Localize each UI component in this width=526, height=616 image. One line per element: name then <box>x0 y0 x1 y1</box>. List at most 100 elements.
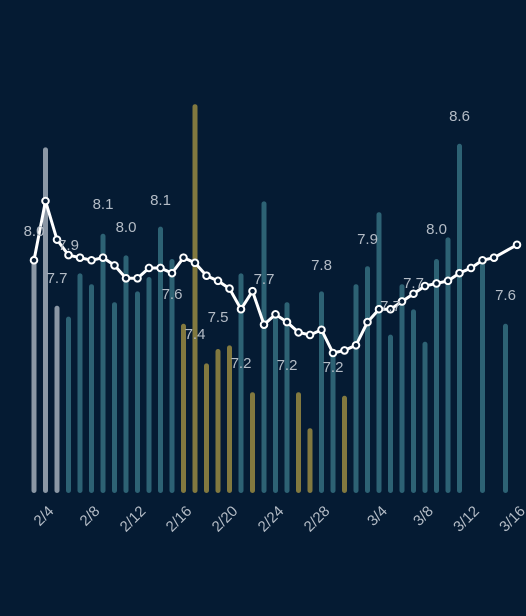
x-tick-label: 2/12 <box>117 503 150 536</box>
line-point-3/4 <box>374 304 384 314</box>
bar-2/10 <box>112 302 117 493</box>
bar-3/9 <box>434 259 439 493</box>
line-point-2/21 <box>236 304 246 314</box>
line-point-2/13 <box>144 263 154 273</box>
data-label-2/5: 7.7 <box>47 270 68 287</box>
bar-2/25 <box>284 302 290 493</box>
line-point-2/6 <box>64 250 73 260</box>
line-point-2/23 <box>259 320 269 329</box>
line-point-3/12 <box>466 263 476 273</box>
line-point-3/2 <box>351 340 361 350</box>
bar-3/6 <box>399 284 405 493</box>
line-point-2/22 <box>248 286 257 296</box>
line-point-2/25 <box>282 317 292 327</box>
bar-2/14 <box>158 226 163 493</box>
line-point-2/12 <box>133 273 142 283</box>
line-point-2/17 <box>190 258 200 268</box>
line-point-2/18 <box>202 271 211 281</box>
bar-3/3 <box>365 266 370 493</box>
line-point-2/28 <box>317 325 326 335</box>
bar-2/3 <box>31 255 37 493</box>
x-tick-label: 2/16 <box>163 503 196 536</box>
bar-2/26 <box>296 392 301 493</box>
line-point-2/7 <box>75 253 85 262</box>
bar-2/21 <box>238 273 244 493</box>
x-tick-label: 2/24 <box>255 503 288 536</box>
line-point-3/9 <box>432 279 441 288</box>
data-label-2/6: 7.9 <box>58 237 79 254</box>
data-label-2/25: 7.2 <box>277 357 298 374</box>
line-point-2/19 <box>213 276 223 286</box>
data-labels: 8.07.77.98.18.08.17.67.47.57.27.77.27.87… <box>24 108 516 376</box>
bars <box>31 104 508 494</box>
bar-2/27 <box>307 428 313 493</box>
bar-3/2 <box>353 284 359 493</box>
bar-2/24 <box>273 316 278 493</box>
line-point-2/10 <box>110 261 119 270</box>
data-label-3/5: 7.7 <box>380 298 401 315</box>
bar-2/22 <box>250 392 255 493</box>
bar-2/17 <box>192 104 198 493</box>
bar-3/11 <box>457 143 462 494</box>
x-tick-label: 3/4 <box>364 503 391 530</box>
bar-3/10 <box>445 237 451 493</box>
bar-3/7 <box>411 309 416 493</box>
line-point-2/5 <box>52 235 62 244</box>
bar-2/11 <box>123 255 129 493</box>
data-label-2/14: 8.1 <box>150 192 171 209</box>
line-point-3/6 <box>397 297 407 306</box>
line-point-3/11 <box>455 268 464 278</box>
line-point-2/27 <box>305 330 315 340</box>
line-point-3/10 <box>443 276 453 286</box>
line-point-3/3 <box>363 317 372 327</box>
data-label-2/23: 7.7 <box>254 271 275 288</box>
bar-2/6 <box>66 316 71 493</box>
line-point-3/13 <box>478 255 487 265</box>
data-label-2/3: 8.0 <box>24 223 45 240</box>
x-tick-label: 2/20 <box>209 503 242 536</box>
data-label-3/11: 8.6 <box>449 108 470 125</box>
x-axis-ticks: 2/4 2/8 2/12 2/16 2/20 2/24 2/28 3/4 3/8 3/12 3/16 <box>31 503 526 536</box>
line-point-3/16 <box>512 240 522 250</box>
line-point-2/3 <box>29 255 39 265</box>
x-tick-label: 2/28 <box>301 503 334 536</box>
bar-3/13 <box>480 262 485 493</box>
data-label-2/28: 7.8 <box>311 257 332 274</box>
bar-2/9 <box>100 233 106 494</box>
data-label-2/9: 8.1 <box>93 196 114 213</box>
bar-2/18 <box>204 363 209 493</box>
line-point-2/29 <box>328 348 338 358</box>
line-point-2/24 <box>271 310 280 319</box>
x-tick-label: 3/8 <box>410 503 437 530</box>
bar-2/7 <box>77 273 83 493</box>
line-point-3/1 <box>340 346 349 355</box>
line-point-2/11 <box>121 273 131 283</box>
line-point-2/26 <box>294 328 303 337</box>
bar-3/1 <box>342 395 347 493</box>
bar-2/29 <box>330 352 336 493</box>
bar-2/15 <box>169 259 175 493</box>
line-point-3/14 <box>489 253 499 262</box>
bar-3/5 <box>388 334 393 493</box>
line-point-2/8 <box>87 255 96 265</box>
bar-2/28 <box>319 291 324 493</box>
line-point-2/20 <box>225 284 234 293</box>
data-label-2/29: 7.2 <box>323 359 344 376</box>
x-tick-label: 3/12 <box>450 503 483 536</box>
data-label-3/3: 7.9 <box>357 231 378 248</box>
data-label-2/11: 8.0 <box>116 219 137 236</box>
data-label-2/19: 7.5 <box>208 309 229 326</box>
line-point-2/4 <box>41 196 50 206</box>
bar-2/13 <box>146 277 152 493</box>
data-label-2/15: 7.6 <box>162 286 183 303</box>
data-label-2/21: 7.2 <box>231 355 252 372</box>
data-label-2/17: 7.4 <box>185 326 206 343</box>
x-tick-label: 3/16 <box>496 503 526 536</box>
line-point-3/5 <box>386 304 395 314</box>
bar-3/4 <box>376 212 382 493</box>
bar-2/12 <box>135 291 140 493</box>
x-tick-label: 2/8 <box>77 503 104 530</box>
line-point-2/16 <box>179 253 188 262</box>
bar-2/8 <box>89 284 94 493</box>
